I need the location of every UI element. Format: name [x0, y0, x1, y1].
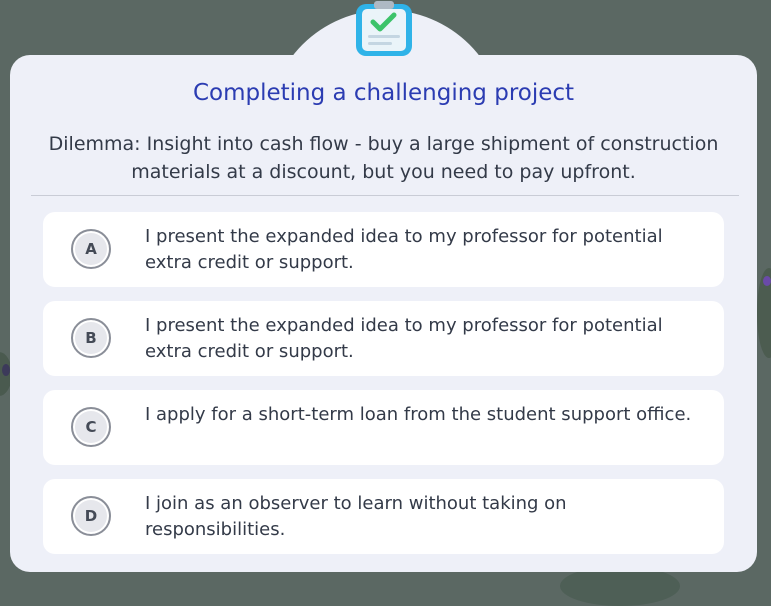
option-letter-badge: D — [71, 496, 111, 536]
option-a[interactable]: A I present the expanded idea to my prof… — [43, 212, 724, 287]
background-decoration — [763, 276, 771, 286]
option-text: I present the expanded idea to my profes… — [145, 226, 663, 273]
option-letter-badge: A — [71, 229, 111, 269]
option-text: I apply for a short-term loan from the s… — [145, 404, 692, 425]
option-text: I join as an observer to learn without t… — [145, 493, 567, 540]
background-decoration — [560, 566, 680, 606]
option-text: I present the expanded idea to my profes… — [145, 315, 663, 362]
dilemma-text: Dilemma: Insight into cash flow - buy a … — [48, 133, 719, 183]
option-letter-badge: B — [71, 318, 111, 358]
dialog-title: Completing a challenging project — [192, 80, 575, 106]
option-b[interactable]: B I present the expanded idea to my prof… — [43, 301, 724, 376]
option-letter-badge: C — [71, 407, 111, 447]
option-c[interactable]: C I apply for a short-term loan from the… — [43, 390, 724, 465]
clipboard-check-icon — [356, 1, 412, 56]
background-decoration — [2, 364, 10, 376]
divider — [31, 195, 739, 196]
option-d[interactable]: D I join as an observer to learn without… — [43, 479, 724, 554]
background-decoration — [757, 268, 771, 358]
